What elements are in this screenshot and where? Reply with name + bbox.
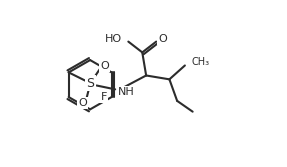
Text: CH₃: CH₃ [191,57,209,67]
Text: NH: NH [118,87,135,97]
Text: O: O [100,61,109,71]
Text: S: S [86,77,94,90]
Text: F: F [100,92,107,102]
Text: O: O [158,34,167,44]
Text: O: O [78,98,87,108]
Text: HO: HO [105,34,122,44]
